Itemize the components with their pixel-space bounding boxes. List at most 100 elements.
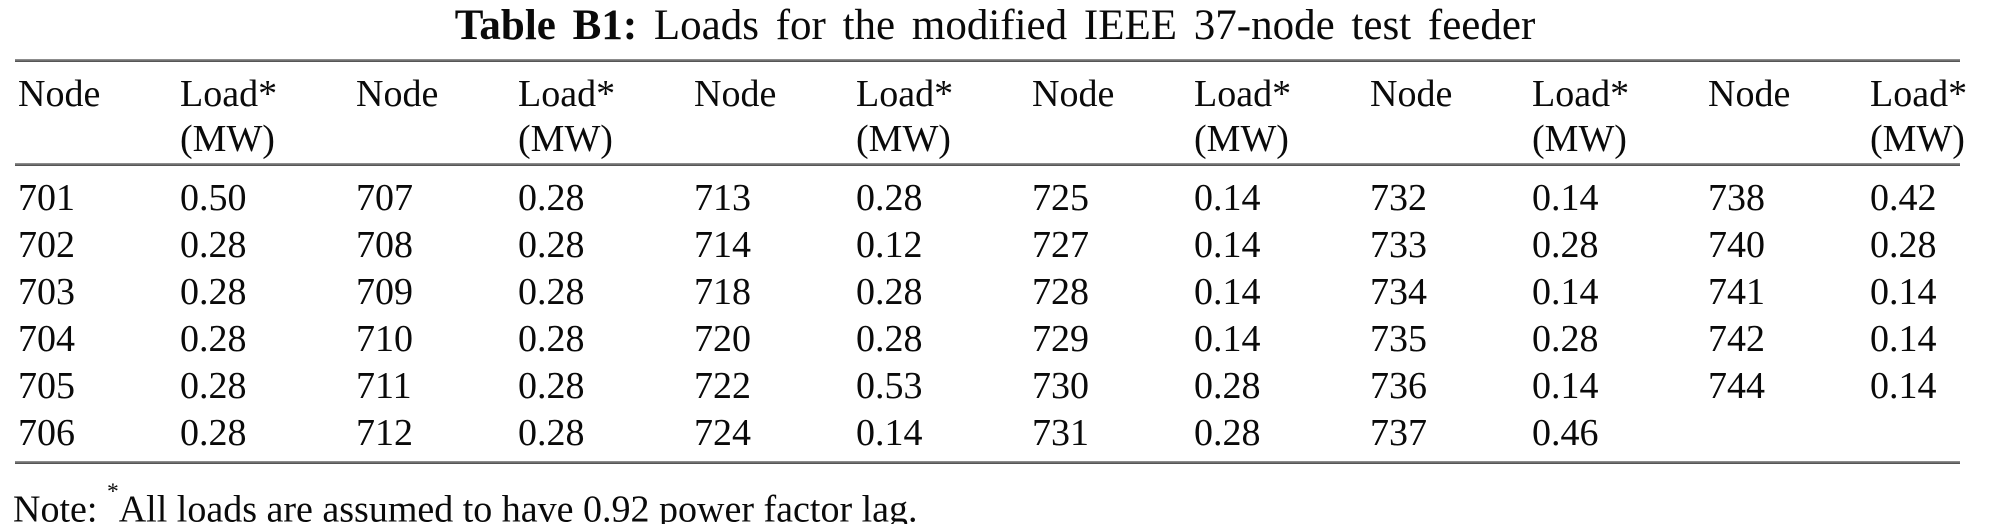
table-cell: 728 <box>1032 271 1089 313</box>
table-cell: 702 <box>18 224 75 266</box>
table-cell: 0.14 <box>856 412 923 454</box>
table-cell: 0.14 <box>1194 177 1261 219</box>
table-cell: 0.28 <box>518 271 585 313</box>
col-header-node: Node <box>1032 73 1115 115</box>
table-cell: 703 <box>18 271 75 313</box>
rule-below-header <box>15 163 1960 166</box>
table-cell: 741 <box>1708 271 1765 313</box>
table-note-asterisk: * <box>106 479 119 506</box>
col-header-load-line2: (MW) <box>1532 118 1627 160</box>
table-cell: 0.28 <box>1870 224 1937 266</box>
table-cell: 727 <box>1032 224 1089 266</box>
table-caption: Table B1: Loads for the modified IEEE 37… <box>0 1 1990 51</box>
table-cell: 0.14 <box>1870 271 1937 313</box>
table-cell: 733 <box>1370 224 1427 266</box>
table-cell: 0.14 <box>1870 318 1937 360</box>
col-header-node: Node <box>356 73 439 115</box>
table-cell: 0.28 <box>518 318 585 360</box>
table-cell: 731 <box>1032 412 1089 454</box>
table-cell: 712 <box>356 412 413 454</box>
table-cell: 0.28 <box>180 412 247 454</box>
table-cell: 704 <box>18 318 75 360</box>
table-cell: 0.46 <box>1532 412 1599 454</box>
table-cell: 0.28 <box>1532 224 1599 266</box>
table-cell: 734 <box>1370 271 1427 313</box>
table-cell: 736 <box>1370 365 1427 407</box>
table-cell: 0.14 <box>1194 271 1261 313</box>
col-header-load: Load* (MW) <box>853 72 1029 175</box>
table-cell: 722 <box>694 365 751 407</box>
table-cell: 0.28 <box>518 177 585 219</box>
table-cell: 711 <box>356 365 412 407</box>
table-note-text: All loads are assumed to have 0.92 power… <box>118 488 918 524</box>
table-cell: 710 <box>356 318 413 360</box>
table-cell: 725 <box>1032 177 1089 219</box>
table-cell: 0.28 <box>856 177 923 219</box>
table-cell: 0.12 <box>856 224 923 266</box>
col-header-node: Node <box>1708 73 1791 115</box>
table-cell: 735 <box>1370 318 1427 360</box>
table-cell: 0.28 <box>856 271 923 313</box>
table-caption-text: Loads for the modified IEEE 37-node test… <box>653 2 1536 49</box>
table-cell: 0.42 <box>1870 177 1937 219</box>
table-cell: 0.28 <box>518 224 585 266</box>
rule-top <box>15 59 1960 62</box>
col-header-load: Load* (MW) <box>515 72 691 175</box>
table-cell: 730 <box>1032 365 1089 407</box>
table-caption-label: Table B1: <box>454 2 638 49</box>
col-header-load-line1: Load* <box>518 73 616 115</box>
table-cell: 0.28 <box>856 318 923 360</box>
col-header-load: Load* (MW) <box>177 72 353 175</box>
table-note: Note: *All loads are assumed to have 0.9… <box>13 479 918 524</box>
col-header-load: Load* (MW) <box>1867 72 1967 175</box>
table-cell: 0.28 <box>518 412 585 454</box>
table-cell: 0.28 <box>518 365 585 407</box>
col-header-load-line2: (MW) <box>518 118 613 160</box>
col-header-load-line1: Load* <box>180 73 278 115</box>
table-cell: 0.28 <box>180 271 247 313</box>
table-cell: 0.28 <box>1194 412 1261 454</box>
table-cell: 742 <box>1708 318 1765 360</box>
table-cell: 707 <box>356 177 413 219</box>
loads-table: Node Load* (MW) Node Load* (MW) Node Load*… <box>15 72 1967 457</box>
table-cell: 0.50 <box>180 177 247 219</box>
table-cell: 0.14 <box>1194 318 1261 360</box>
table-cell: 744 <box>1708 365 1765 407</box>
table-cell: 718 <box>694 271 751 313</box>
table-cell: 732 <box>1370 177 1427 219</box>
col-header-load-line1: Load* <box>1532 73 1630 115</box>
col-header-load-line2: (MW) <box>856 118 951 160</box>
table-cell: 0.53 <box>856 365 923 407</box>
col-header-node: Node <box>1370 73 1453 115</box>
table-cell: 0.14 <box>1532 177 1599 219</box>
rule-below-body <box>15 461 1960 464</box>
table-cell: 738 <box>1708 177 1765 219</box>
table-cell: 708 <box>356 224 413 266</box>
col-header-load-line1: Load* <box>1870 73 1968 115</box>
col-header-load-line2: (MW) <box>180 118 275 160</box>
table-cell: 0.28 <box>180 365 247 407</box>
col-header-load-line2: (MW) <box>1870 118 1965 160</box>
table-cell: 713 <box>694 177 751 219</box>
table-cell: 0.14 <box>1532 271 1599 313</box>
col-header-load-line2: (MW) <box>1194 118 1289 160</box>
col-header-load: Load* (MW) <box>1191 72 1367 175</box>
table-cell: 724 <box>694 412 751 454</box>
table-cell: 0.14 <box>1194 224 1261 266</box>
col-header-node: Node <box>18 73 101 115</box>
table-cell: 714 <box>694 224 751 266</box>
table-cell: 701 <box>18 177 75 219</box>
table-cell: 705 <box>18 365 75 407</box>
table-cell: 706 <box>18 412 75 454</box>
col-header-load: Load* (MW) <box>1529 72 1705 175</box>
table-cell: 709 <box>356 271 413 313</box>
table-cell: 729 <box>1032 318 1089 360</box>
table-note-prefix: Note: <box>13 488 107 524</box>
col-header-load-line1: Load* <box>856 73 954 115</box>
table-cell: 737 <box>1370 412 1427 454</box>
table-cell: 720 <box>694 318 751 360</box>
table-cell: 740 <box>1708 224 1765 266</box>
table-cell: 0.28 <box>1194 365 1261 407</box>
table-cell: 0.28 <box>1532 318 1599 360</box>
